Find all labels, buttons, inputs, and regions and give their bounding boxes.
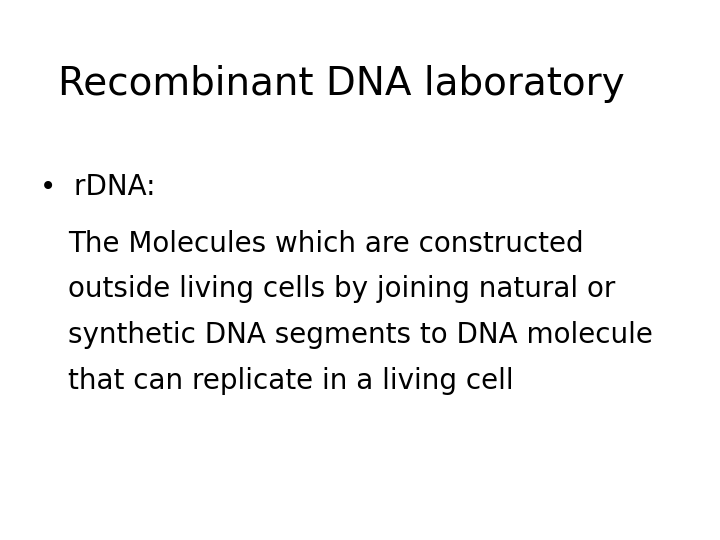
Text: synthetic DNA segments to DNA molecule: synthetic DNA segments to DNA molecule <box>68 321 653 349</box>
Text: The Molecules which are constructed: The Molecules which are constructed <box>68 230 584 258</box>
Text: Recombinant DNA laboratory: Recombinant DNA laboratory <box>58 65 624 103</box>
Text: outside living cells by joining natural or: outside living cells by joining natural … <box>68 275 616 303</box>
Text: •  rDNA:: • rDNA: <box>40 173 155 201</box>
Text: that can replicate in a living cell: that can replicate in a living cell <box>68 367 514 395</box>
